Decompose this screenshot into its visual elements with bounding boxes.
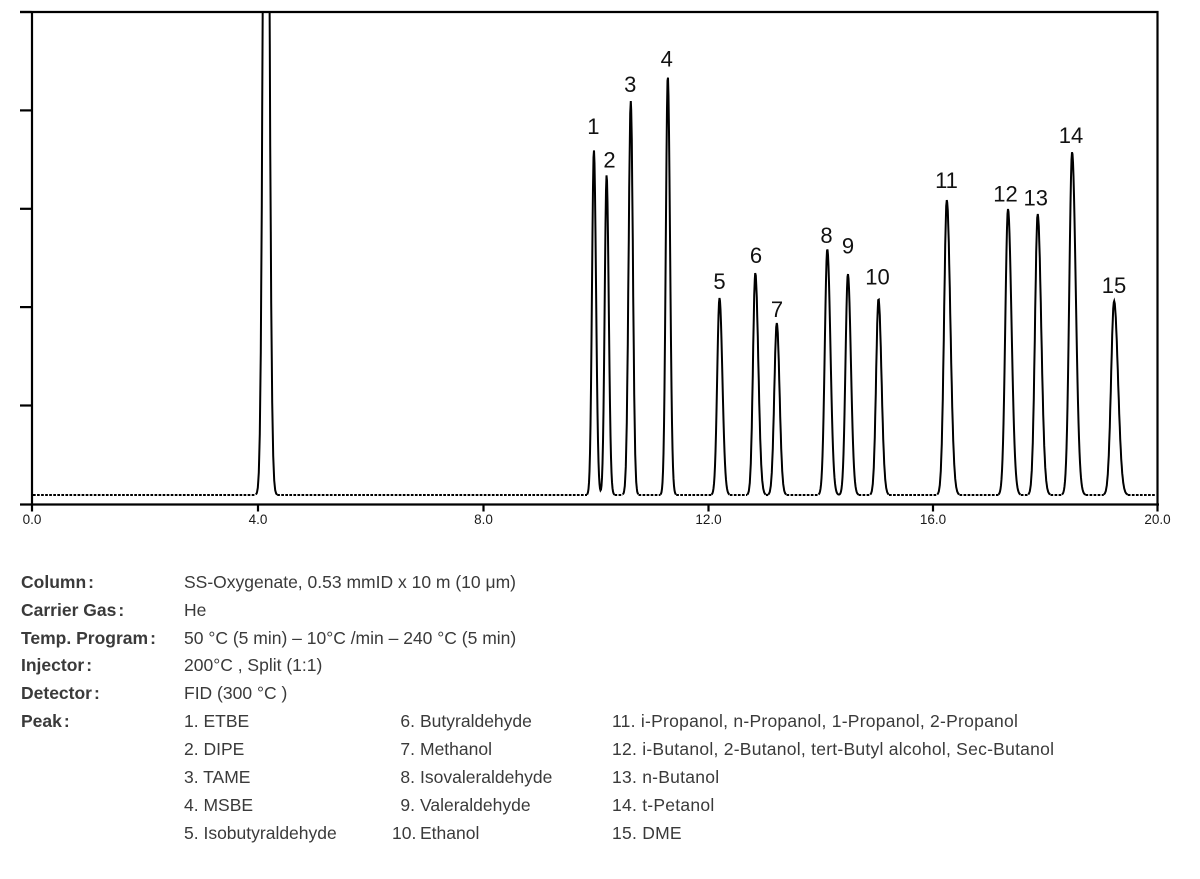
svg-text:0.0: 0.0 (23, 512, 42, 527)
svg-text:4.0: 4.0 (249, 512, 268, 527)
svg-text:3: 3 (624, 72, 636, 97)
svg-text:6: 6 (750, 243, 762, 268)
svg-text:5: 5 (713, 269, 725, 294)
svg-text:10: 10 (865, 265, 889, 290)
svg-text:16.0: 16.0 (920, 512, 946, 527)
svg-text:15: 15 (1102, 273, 1126, 298)
svg-text:7: 7 (771, 297, 783, 322)
svg-text:11: 11 (935, 168, 958, 193)
svg-text:12.0: 12.0 (695, 512, 721, 527)
svg-text:12: 12 (993, 182, 1017, 207)
svg-text:4: 4 (661, 47, 673, 72)
svg-text:1: 1 (587, 114, 599, 139)
svg-text:13: 13 (1024, 186, 1048, 211)
svg-text:14: 14 (1059, 123, 1083, 148)
svg-text:2: 2 (603, 148, 615, 173)
svg-text:8: 8 (820, 223, 832, 248)
svg-text:20.0: 20.0 (1144, 512, 1170, 527)
svg-text:9: 9 (842, 234, 854, 259)
svg-text:8.0: 8.0 (474, 512, 493, 527)
